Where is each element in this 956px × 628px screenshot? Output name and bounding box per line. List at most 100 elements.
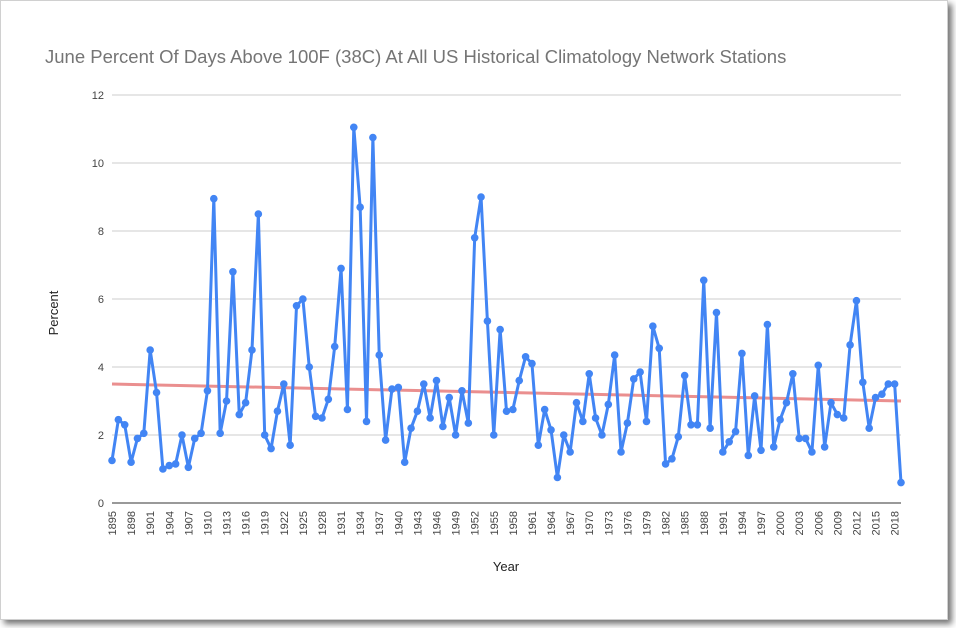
data-point [540,405,549,414]
x-tick-label: 1916 [241,511,253,535]
data-point [197,429,205,438]
y-tick-label: 4 [98,362,104,374]
x-tick-label: 1904 [164,511,176,535]
data-point [738,349,746,358]
data-point [477,193,485,201]
data-point [489,431,498,439]
data-point [706,424,714,433]
x-tick-label: 1895 [107,511,119,535]
data-point [725,438,734,446]
x-tick-label: 2018 [890,511,902,535]
data-point [712,308,721,317]
data-point [299,295,307,303]
data-point [203,387,212,395]
data-point [585,370,594,378]
y-tick-label: 0 [98,498,104,510]
series-line-0 [110,125,903,485]
data-point [286,441,294,450]
x-tick-label: 1961 [527,511,539,535]
x-tick-label: 1925 [298,511,310,535]
x-tick-label: 1937 [374,511,386,535]
data-point [279,380,288,388]
data-point [337,264,345,273]
x-tick-label: 2012 [851,511,863,535]
data-point [343,405,352,414]
data-point [617,448,625,456]
x-tick-label: 1898 [126,511,138,535]
y-tick-labels: 0 2 4 6 8 10 12 [92,90,104,510]
data-point [470,234,479,242]
data-point [133,434,142,443]
data-point [413,407,422,416]
data-point [769,443,778,451]
data-point [222,397,231,405]
x-tick-label: 1940 [393,511,405,535]
data-point [439,422,447,431]
data-point [171,460,180,468]
data-point [381,436,390,444]
y-tick-label: 2 [98,430,104,442]
x-tick-label: 1985 [680,511,692,535]
x-tick-label: 1997 [756,511,768,535]
data-point [267,444,275,453]
line-chart: 0 2 4 6 8 10 12 1895 1898 1901 1904 1907 1910 1913 19… [46,90,905,574]
data-point [140,429,148,438]
data-point [496,325,504,334]
data-point [375,351,384,359]
x-tick-label: 2009 [832,511,844,535]
data-point [216,429,224,438]
data-point [865,424,873,433]
data-point [897,478,905,487]
data-point [649,322,657,331]
x-tick-label: 1922 [279,511,291,535]
data-point [878,390,886,399]
data-point [114,415,123,424]
data-point [254,210,263,218]
x-tick-label: 1964 [546,511,558,535]
x-tick-label: 1994 [737,511,749,535]
data-point [636,368,644,376]
x-tick-label: 1913 [222,511,234,535]
data-point [248,346,256,354]
data-point [750,392,759,400]
data-point [146,346,154,354]
data-point [521,353,530,361]
data-point [394,383,403,392]
data-point [324,395,333,404]
data-point [699,276,708,285]
data-point [833,410,842,419]
data-point [292,302,301,310]
data-point [859,378,867,387]
data-point [178,431,186,439]
x-tick-label: 1958 [508,511,520,535]
data-point [229,268,237,276]
data-point [610,351,619,359]
data-point [598,431,606,439]
data-point [623,419,632,427]
data-point [400,458,409,467]
data-point [789,370,797,378]
data-point [318,414,326,422]
data-point [795,434,803,443]
data-point [642,417,651,426]
x-tick-label: 1949 [451,511,463,535]
x-tick-label: 1910 [202,511,214,535]
data-point [820,443,829,451]
data-point [719,448,727,456]
data-point [579,417,587,426]
data-point [190,434,199,443]
data-point [356,203,364,211]
data-point [801,434,810,443]
x-tick-label: 1970 [584,511,596,535]
data-point [369,133,377,142]
x-tick-label: 1976 [622,511,634,535]
data-point [839,414,848,422]
data-point [871,393,880,402]
data-point [305,363,314,371]
data-point [432,376,441,385]
data-point [152,388,161,397]
data-point [731,427,740,436]
x-tick-label: 1907 [183,511,195,535]
data-point [509,405,517,414]
data-point [884,380,893,388]
